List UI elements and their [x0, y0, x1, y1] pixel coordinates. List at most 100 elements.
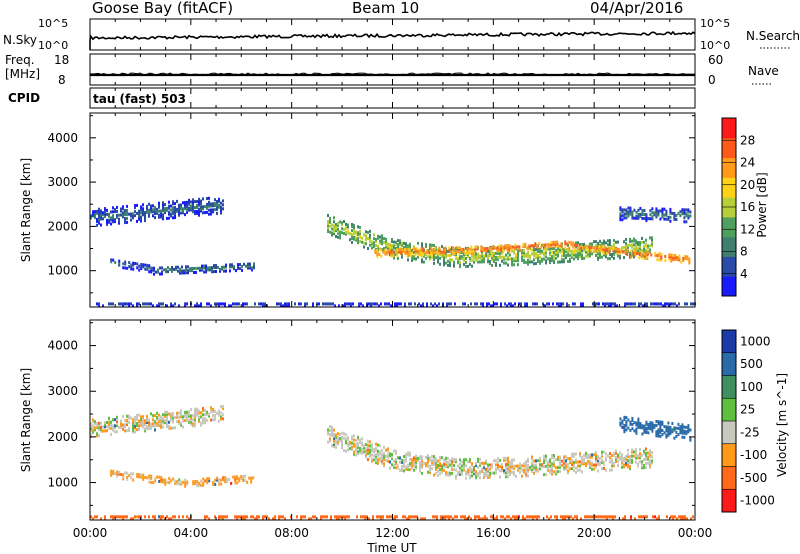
- power-cell: [474, 249, 477, 253]
- power-cell: [486, 302, 488, 306]
- velocity-cell: [487, 473, 489, 477]
- velocity-cell: [375, 457, 377, 461]
- velocity-cell: [565, 463, 567, 467]
- velocity-cell: [483, 465, 485, 469]
- y-tick-label: 3000: [47, 175, 78, 189]
- velocity-cell: [108, 422, 110, 426]
- power-cell: [400, 252, 403, 255]
- power-cell: [210, 208, 212, 212]
- velocity-cell: [132, 420, 134, 424]
- velocity-cell: [266, 515, 268, 519]
- velocity-cell: [160, 417, 162, 421]
- velocity-cell: [689, 438, 692, 442]
- velocity-cell: [571, 452, 573, 456]
- power-cell: [556, 242, 559, 246]
- power-cell: [172, 216, 174, 220]
- velocity-cell: [495, 471, 497, 475]
- velocity-cell: [381, 457, 383, 461]
- velocity-cell: [242, 477, 245, 480]
- power-cell: [649, 236, 651, 240]
- velocity-cell: [427, 462, 429, 466]
- velocity-cell: [654, 515, 656, 519]
- power-cell: [286, 302, 288, 306]
- velocity-cell: [362, 515, 364, 519]
- power-cell: [140, 267, 143, 270]
- power-cell: [626, 302, 628, 306]
- velocity-cell: [156, 475, 159, 479]
- power-cell: [524, 304, 526, 308]
- power-cell: [524, 244, 527, 248]
- power-cell: [557, 252, 559, 256]
- velocity-cell: [146, 476, 149, 480]
- velocity-cell: [645, 422, 648, 426]
- velocity-cell: [224, 515, 226, 519]
- velocity-cell: [467, 470, 469, 474]
- power-cell: [647, 246, 649, 250]
- power-cell: [385, 239, 387, 243]
- power-cell: [491, 254, 493, 258]
- velocity-cell: [214, 515, 216, 519]
- velocity-cell: [456, 515, 458, 519]
- velocity-cell: [595, 463, 597, 467]
- velocity-cell: [371, 459, 373, 463]
- velocity-cell: [206, 479, 209, 483]
- velocity-cell: [581, 458, 583, 462]
- velocity-cell: [196, 482, 199, 485]
- power-cell: [425, 256, 427, 260]
- power-cell: [469, 256, 471, 260]
- velocity-cell: [608, 515, 610, 519]
- velocity-cell: [641, 424, 644, 428]
- velocity-cell: [296, 515, 298, 519]
- power-cell: [688, 261, 691, 265]
- velocity-cell: [447, 461, 449, 465]
- velocity-cell: [653, 423, 656, 427]
- velocity-cell: [674, 515, 676, 519]
- velocity-cell: [579, 468, 581, 472]
- power-cell: [106, 212, 108, 216]
- power-cell: [619, 206, 622, 210]
- power-cell: [567, 248, 569, 251]
- velocity-cell: [278, 515, 280, 519]
- power-cell: [191, 267, 193, 271]
- velocity-cell: [649, 461, 651, 465]
- power-cell: [506, 248, 509, 252]
- power-cell: [335, 223, 337, 226]
- power-cell: [502, 246, 505, 250]
- power-cell: [495, 255, 497, 259]
- velocity-cell: [507, 462, 509, 466]
- velocity-cell: [166, 425, 168, 429]
- velocity-cell: [595, 455, 597, 459]
- velocity-cell: [222, 407, 224, 410]
- velocity-cell: [359, 440, 361, 444]
- power-cell: [564, 240, 567, 244]
- power-cell: [134, 210, 136, 214]
- velocity-cell: [491, 463, 493, 467]
- power-cell: [573, 251, 575, 255]
- velocity-cell: [324, 515, 326, 519]
- velocity-cell: [639, 426, 642, 430]
- power-cell: [216, 207, 218, 211]
- velocity-cell: [625, 416, 628, 420]
- power-cell: [365, 242, 367, 246]
- power-cell: [136, 211, 138, 215]
- power-cell: [397, 243, 399, 247]
- velocity-cell: [553, 460, 555, 464]
- power-cell: [124, 302, 126, 306]
- velocity-cell: [343, 432, 345, 436]
- velocity-cell: [146, 425, 148, 429]
- velocity-cell: [391, 455, 393, 459]
- velocity-cell: [194, 424, 196, 428]
- velocity-cell: [447, 471, 449, 475]
- velocity-cell: [337, 440, 339, 444]
- velocity-cell: [136, 515, 138, 519]
- power-cell: [451, 246, 453, 250]
- power-cell: [614, 247, 617, 251]
- power-cell: [477, 260, 479, 264]
- velocity-cell: [477, 457, 479, 461]
- velocity-cell: [533, 465, 535, 469]
- power-cell: [399, 241, 401, 245]
- power-cell: [306, 302, 308, 306]
- velocity-cell: [523, 468, 525, 472]
- velocity-cell: [635, 454, 637, 458]
- velocity-cell: [341, 431, 343, 435]
